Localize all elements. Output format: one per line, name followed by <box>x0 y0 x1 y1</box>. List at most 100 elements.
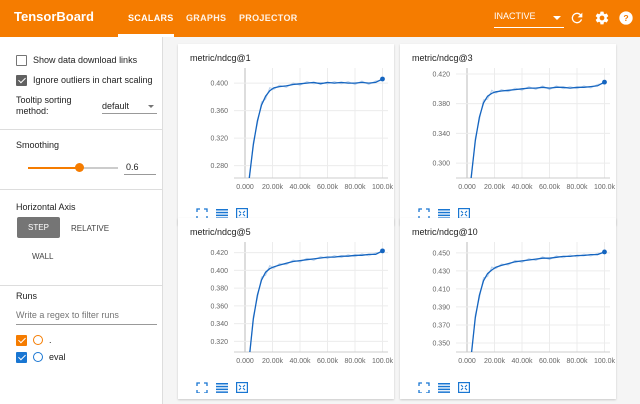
axis-step-button[interactable]: STEP <box>17 217 60 238</box>
tab-projector[interactable]: PROJECTOR <box>239 13 298 23</box>
axis-relative-button[interactable]: RELATIVE <box>71 224 110 233</box>
chevron-down-icon <box>148 105 154 108</box>
data-point <box>602 79 607 85</box>
run-name: . <box>49 335 52 345</box>
top-app-bar: TensorBoard SCALARS GRAPHS PROJECTOR INA… <box>0 0 640 37</box>
run-state-dropdown[interactable]: INACTIVE <box>494 8 564 28</box>
ignore-outliers-checkbox-row[interactable]: Ignore outliers in chart scaling <box>16 73 163 87</box>
toggle-log-scale-icon[interactable] <box>216 382 228 393</box>
sidebar-options-section: Show data download links Ignore outliers… <box>0 37 163 130</box>
sidebar: Show data download links Ignore outliers… <box>0 37 163 404</box>
chart-card: metric/ndcg@10 0.000 20.00k 40.00k 60.00k 80… <box>400 218 616 399</box>
y-tick-label: 0.430 <box>432 268 450 275</box>
x-tick-label: 40.00k <box>511 184 533 191</box>
fullscreen-icon[interactable] <box>418 382 430 393</box>
chart-card: metric/ndcg@1 0.000 20.00k 40.00k 60.00k 80.… <box>178 44 394 225</box>
series-line <box>249 250 383 352</box>
data-point <box>380 248 385 254</box>
x-tick-label: 60.00k <box>317 358 339 365</box>
help-icon[interactable]: ? <box>618 10 634 26</box>
chart-card: metric/ndcg@3 0.000 20.00k 40.00k 60.00k 80.… <box>400 44 616 225</box>
tooltip-sorting-value: default <box>102 101 130 111</box>
chevron-down-icon <box>553 16 561 20</box>
ignore-outliers-checkbox[interactable] <box>16 74 27 86</box>
runs-title: Runs <box>16 291 38 301</box>
y-tick-label: 0.360 <box>210 303 228 310</box>
x-tick-label: 20.00k <box>484 358 506 365</box>
series-line <box>248 78 383 178</box>
data-point <box>380 76 385 82</box>
run-state-value: INACTIVE <box>494 11 536 21</box>
chart-plot[interactable]: 0.000 20.00k 40.00k 60.00k 80.00k 100.0k 0.280… <box>178 44 394 204</box>
tooltip-sorting-select[interactable]: default <box>102 100 157 114</box>
fit-domain-icon[interactable] <box>236 382 248 393</box>
tooltip-sorting-label-line2: method: <box>16 106 49 116</box>
smoothing-slider-knob[interactable] <box>74 163 84 172</box>
x-tick-label: 100.0k <box>594 184 616 191</box>
x-tick-label: 80.00k <box>566 358 588 365</box>
chart-plot[interactable]: 0.000 20.00k 40.00k 60.00k 80.00k 100.0k 0.350… <box>400 218 616 378</box>
smoothing-value-input[interactable]: 0.6 <box>124 162 156 175</box>
fullscreen-icon[interactable] <box>196 382 208 393</box>
y-tick-label: 0.450 <box>432 250 450 257</box>
data-point <box>602 249 607 255</box>
y-tick-label: 0.360 <box>210 108 228 115</box>
show-download-checkbox[interactable] <box>16 54 27 66</box>
run-checkbox[interactable] <box>16 351 27 363</box>
x-tick-label: 40.00k <box>289 184 311 191</box>
y-tick-label: 0.370 <box>432 322 450 329</box>
run-name: eval <box>49 352 66 362</box>
series-line <box>470 251 605 352</box>
x-tick-label: 40.00k <box>289 358 311 365</box>
x-tick-label: 80.00k <box>344 358 366 365</box>
y-tick-label: 0.400 <box>210 81 228 88</box>
x-tick-label: 0.000 <box>236 184 254 191</box>
settings-icon[interactable] <box>594 10 610 26</box>
y-tick-label: 0.380 <box>432 101 450 108</box>
x-tick-label: 0.000 <box>236 358 254 365</box>
refresh-icon[interactable] <box>569 10 585 26</box>
run-row[interactable]: eval <box>16 350 66 364</box>
y-tick-label: 0.280 <box>210 163 228 170</box>
tab-graphs[interactable]: GRAPHS <box>186 13 227 23</box>
run-row[interactable]: . <box>16 333 52 347</box>
y-tick-label: 0.340 <box>432 131 450 138</box>
smoothing-section: Smoothing <box>0 130 163 190</box>
active-tab-indicator <box>118 34 174 37</box>
x-tick-label: 20.00k <box>484 184 506 191</box>
svg-text:?: ? <box>623 13 628 23</box>
toggle-log-scale-icon[interactable] <box>438 382 450 393</box>
chart-plot[interactable]: 0.000 20.00k 40.00k 60.00k 80.00k 100.0k 0.320… <box>178 218 394 378</box>
fit-domain-icon[interactable] <box>458 382 470 393</box>
axis-wall-button[interactable]: WALL <box>32 252 54 261</box>
y-tick-label: 0.380 <box>210 286 228 293</box>
chart-plot[interactable]: 0.000 20.00k 40.00k 60.00k 80.00k 100.0k 0.300… <box>400 44 616 204</box>
y-tick-label: 0.300 <box>432 161 450 168</box>
y-tick-label: 0.410 <box>432 286 450 293</box>
smoothing-title: Smoothing <box>16 140 60 150</box>
x-tick-label: 40.00k <box>511 358 533 365</box>
tooltip-sorting-label: Tooltip sorting method: <box>16 95 72 117</box>
chart-title: metric/ndcg@5 <box>190 227 251 237</box>
x-tick-label: 0.000 <box>458 184 476 191</box>
x-tick-label: 60.00k <box>317 184 339 191</box>
y-tick-label: 0.320 <box>210 136 228 143</box>
chart-title: metric/ndcg@10 <box>412 227 478 237</box>
y-tick-label: 0.420 <box>210 250 228 257</box>
fullscreen-icon[interactable] <box>196 208 208 219</box>
show-download-checkbox-row[interactable]: Show data download links <box>16 53 137 67</box>
ignore-outliers-label: Ignore outliers in chart scaling <box>33 75 153 85</box>
smoothing-slider[interactable] <box>28 163 118 172</box>
x-tick-label: 60.00k <box>539 358 561 365</box>
chart-card: metric/ndcg@5 0.000 20.00k 40.00k 60.00k 80.… <box>178 218 394 399</box>
show-download-label: Show data download links <box>33 55 138 65</box>
run-color-swatch[interactable] <box>33 335 43 345</box>
fullscreen-icon[interactable] <box>418 208 430 219</box>
run-regex-input[interactable]: Write a regex to filter runs <box>16 310 157 325</box>
y-tick-label: 0.390 <box>432 304 450 311</box>
run-checkbox[interactable] <box>16 334 27 346</box>
tab-scalars[interactable]: SCALARS <box>128 13 174 23</box>
run-color-swatch[interactable] <box>33 352 43 362</box>
y-tick-label: 0.340 <box>210 321 228 328</box>
x-tick-label: 60.00k <box>539 184 561 191</box>
